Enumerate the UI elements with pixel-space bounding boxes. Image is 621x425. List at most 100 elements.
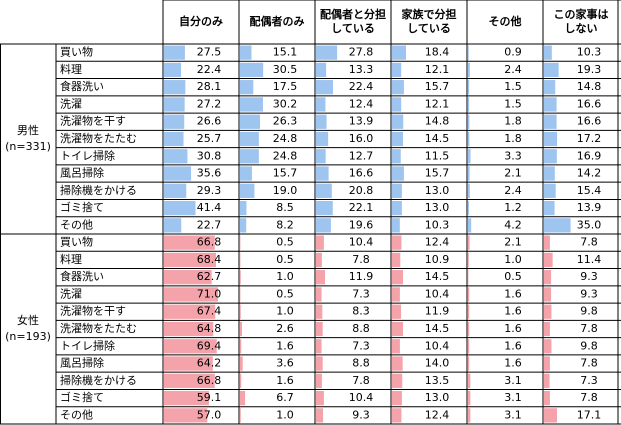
cell-value: 2.4 [504,63,522,76]
bar [240,270,241,285]
bar [164,287,218,302]
bar [392,356,403,371]
cell-value: 13.0 [425,391,450,404]
bar [240,321,242,337]
bar [316,97,326,112]
cell-value: 1.0 [504,253,522,266]
cell-value: 1.6 [504,339,522,352]
bar [316,339,322,354]
cell-value: 22.4 [197,63,222,76]
bar [544,218,571,233]
bar [164,373,215,388]
column-header: 配偶者と分担 [320,7,386,21]
cell-value: 4.2 [504,218,522,231]
bar [392,373,403,388]
cell-value: 7.8 [580,391,598,404]
bar [544,287,552,302]
bar [316,200,333,216]
bar [164,166,192,181]
cell-value: 0.5 [276,287,294,300]
bar [316,304,323,319]
row-label: 洗濯 [60,97,82,110]
row-label: 風呂掃除 [60,166,104,180]
cell-value: 7.3 [352,339,370,352]
bar [544,252,553,268]
cell-value: 27.5 [197,46,222,59]
cell-value: 1.8 [504,115,522,128]
bar [240,45,252,60]
cell-value: 15.7 [273,167,298,180]
cell-value: 30.2 [273,97,298,110]
cell-value: 59.1 [197,391,222,404]
cell-value: 15.7 [425,167,450,180]
cell-value: 7.8 [352,253,370,266]
bar [468,373,471,388]
bar [316,235,324,250]
bar [468,339,470,354]
cell-value: 22.4 [349,80,374,93]
cell-value: 64.2 [197,357,222,370]
column-header: している [331,22,375,35]
bar [468,218,472,233]
bar [468,235,470,250]
cell-value: 7.8 [580,322,598,335]
bar [544,390,550,406]
cell-value: 14.8 [577,80,602,93]
bar [392,200,402,216]
group-label: 女性 [17,313,39,327]
cell-value: 8.5 [276,201,294,214]
cell-value: 14.5 [425,322,450,335]
bar [316,270,326,285]
cell-value: 9.3 [580,287,598,300]
bar [468,356,470,371]
cell-value: 22.7 [197,218,222,231]
bar [392,218,400,233]
bar [468,80,470,95]
bar [164,270,212,285]
cell-value: 8.8 [352,322,370,335]
cell-value: 7.8 [352,374,370,387]
cell-value: 20.8 [349,184,374,197]
cell-value: 6.7 [276,391,294,404]
bar [164,218,182,233]
column-header: している [407,22,451,35]
bar [544,408,557,423]
cell-value: 10.4 [349,236,374,249]
cell-value: 67.4 [197,305,222,318]
cell-value: 10.4 [425,339,450,352]
cell-value: 27.2 [197,97,222,110]
cell-value: 9.3 [352,408,370,421]
group-n: (n=193) [5,330,51,343]
cell-value: 9.3 [580,270,598,283]
bar [240,304,241,319]
cell-value: 66.8 [197,374,222,387]
cell-value: 10.3 [425,218,450,231]
bar [164,235,215,250]
cell-value: 0.5 [504,270,522,283]
cell-value: 9.8 [580,339,598,352]
cell-value: 17.1 [577,408,602,421]
row-label: 洗濯物を干す [60,304,126,318]
column-header: この家事は [554,7,609,21]
bar [164,252,216,268]
cell-value: 1.0 [276,408,294,421]
cell-value: 25.7 [197,132,222,145]
bar [240,218,247,233]
cell-value: 13.9 [349,115,374,128]
bar [544,356,550,371]
row-label: 洗濯物をたたむ [60,321,137,335]
cell-value: 10.3 [577,46,602,59]
bar [468,62,470,78]
row-label: 料理 [60,252,82,266]
bar [544,321,550,337]
cell-value: 8.8 [352,357,370,370]
row-label: トイレ掃除 [60,148,115,162]
bar [544,339,552,354]
bar [240,183,255,198]
bar [240,356,243,371]
bar [392,304,402,319]
bar [164,408,208,423]
cell-value: 26.6 [197,115,222,128]
cell-value: 1.8 [504,132,522,145]
bar [544,270,552,285]
